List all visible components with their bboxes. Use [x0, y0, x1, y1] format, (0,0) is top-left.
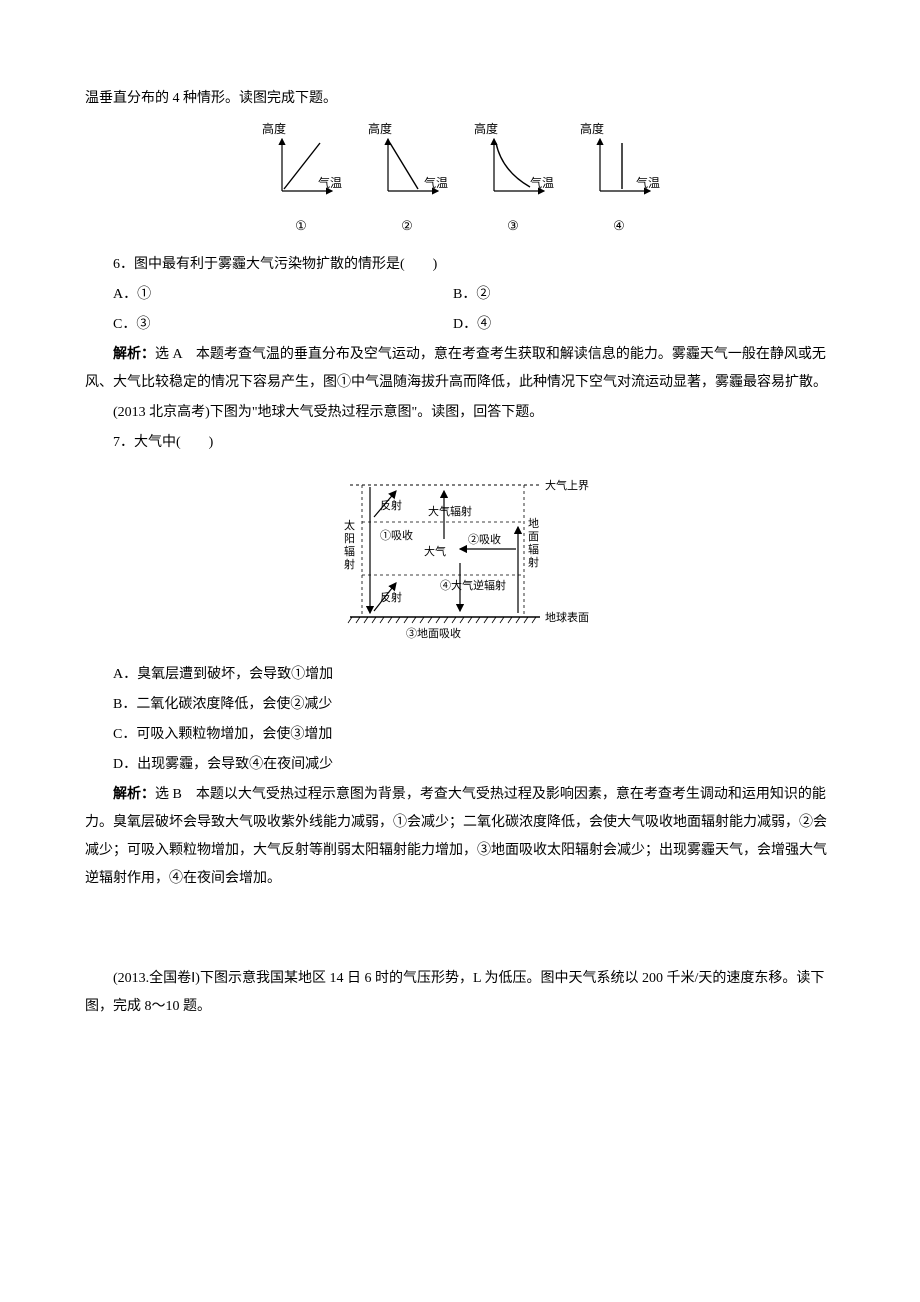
- q7-opt-c: C．可吸入颗粒物增加，会使③增加: [85, 721, 835, 749]
- solar-label-4: 射: [344, 557, 355, 571]
- reflect-lower: 反射: [380, 590, 402, 604]
- back-rad: ④大气逆辐射: [440, 578, 506, 592]
- q6-opt-a: A．①: [85, 281, 425, 309]
- q6-analysis-label: 解析：: [113, 347, 155, 362]
- y-axis-label-4: 高度: [580, 121, 604, 136]
- q6-opt-b: B．②: [425, 281, 835, 309]
- mini-charts-row: 高度 气温 ① 高度 气温 ② 高度 气温 ③ 高度: [85, 121, 835, 239]
- q7-opt-b: B．二氧化碳浓度降低，会使②减少: [85, 691, 835, 719]
- ground-rad-3: 辐: [528, 542, 539, 556]
- q6-analysis-text: 选 A 本题考查气温的垂直分布及空气运动，意在考查考生获取和解读信息的能力。雾霾…: [85, 347, 827, 390]
- q7-intro-text: (2013 北京高考)下图为"地球大气受热过程示意图"。读图，回答下题。: [113, 405, 543, 420]
- solar-label-2: 阳: [344, 532, 355, 545]
- y-axis-label-1: 高度: [262, 121, 286, 136]
- q7-intro: (2013 北京高考)下图为"地球大气受热过程示意图"。读图，回答下题。: [85, 399, 835, 427]
- q7-stem: 7．大气中( ): [85, 429, 835, 457]
- q6-stem: 6．图中最有利于雾霾大气污染物扩散的情形是( ): [85, 251, 835, 279]
- solar-label-3: 辐: [344, 544, 355, 558]
- x-axis-label-4: 气温: [636, 175, 660, 190]
- q7-opt-a: A．臭氧层遭到破坏，会导致①增加: [85, 661, 835, 689]
- q7-analysis: 解析：选 B 本题以大气受热过程示意图为背景，考查大气受热过程及影响因素，意在考…: [85, 781, 835, 893]
- chart-1-svg: 高度 气温: [260, 121, 342, 211]
- ground-rad-2: 面: [528, 531, 539, 543]
- x-axis-label-1: 气温: [318, 175, 342, 190]
- mini-chart-4: 高度 气温 ④: [578, 121, 660, 239]
- ground-rad-4: 射: [528, 555, 539, 569]
- chart-2-num: ②: [366, 213, 448, 239]
- chart-4-num: ④: [578, 213, 660, 239]
- ground-absorb: ③地面吸收: [406, 626, 461, 640]
- chart-3-svg: 高度 气温: [472, 121, 554, 211]
- chart-1-num: ①: [260, 213, 342, 239]
- mini-chart-2: 高度 气温 ②: [366, 121, 448, 239]
- q6-opts-row2: C．③ D．④: [85, 311, 835, 339]
- ground: [348, 617, 540, 623]
- q7-analysis-text: 选 B 本题以大气受热过程示意图为背景，考查大气受热过程及影响因素，意在考查考生…: [85, 787, 827, 886]
- reflect-upper: 反射: [380, 498, 402, 512]
- x-axis-label-2: 气温: [424, 175, 448, 190]
- chart-2-svg: 高度 气温: [366, 121, 448, 211]
- solar-label-1: 太: [344, 519, 355, 532]
- q6-opt-c: C．③: [85, 311, 425, 339]
- q7-opt-d: D．出现雾霾，会导致④在夜间减少: [85, 751, 835, 779]
- y-axis-label-3: 高度: [474, 121, 498, 136]
- heat-diagram-svg: 大气上界 地球表面 太 阳 辐 射 地 面 辐 射 反射 反射 ①吸收: [310, 467, 610, 647]
- absorb2: ②吸收: [468, 532, 501, 546]
- q6-analysis: 解析：选 A 本题考查气温的垂直分布及空气运动，意在考查考生获取和解读信息的能力…: [85, 341, 835, 397]
- q7-analysis-label: 解析：: [113, 787, 155, 802]
- x-axis-label-3: 气温: [530, 175, 554, 190]
- intro-line: 温垂直分布的 4 种情形。读图完成下题。: [85, 85, 835, 113]
- q6-opt-d: D．④: [425, 311, 835, 339]
- chart-4-svg: 高度 气温: [578, 121, 660, 211]
- chart-3-num: ③: [472, 213, 554, 239]
- q6-opts-row1: A．① B．②: [85, 281, 835, 309]
- mini-chart-3: 高度 气温 ③: [472, 121, 554, 239]
- atmos-rad: 大气辐射: [428, 504, 472, 518]
- spacer: [85, 895, 835, 965]
- heat-diagram: 大气上界 地球表面 太 阳 辐 射 地 面 辐 射 反射 反射 ①吸收: [85, 467, 835, 647]
- atmos-label: 大气: [424, 544, 446, 558]
- mini-chart-1: 高度 气温 ①: [260, 121, 342, 239]
- ground-rad-1: 地: [528, 517, 539, 530]
- q8-intro: (2013.全国卷Ⅰ)下图示意我国某地区 14 日 6 时的气压形势，L 为低压…: [85, 965, 835, 1021]
- bottom-label: 地球表面: [545, 610, 589, 624]
- top-label: 大气上界: [545, 478, 589, 492]
- y-axis-label-2: 高度: [368, 121, 392, 136]
- absorb1: ①吸收: [380, 528, 413, 542]
